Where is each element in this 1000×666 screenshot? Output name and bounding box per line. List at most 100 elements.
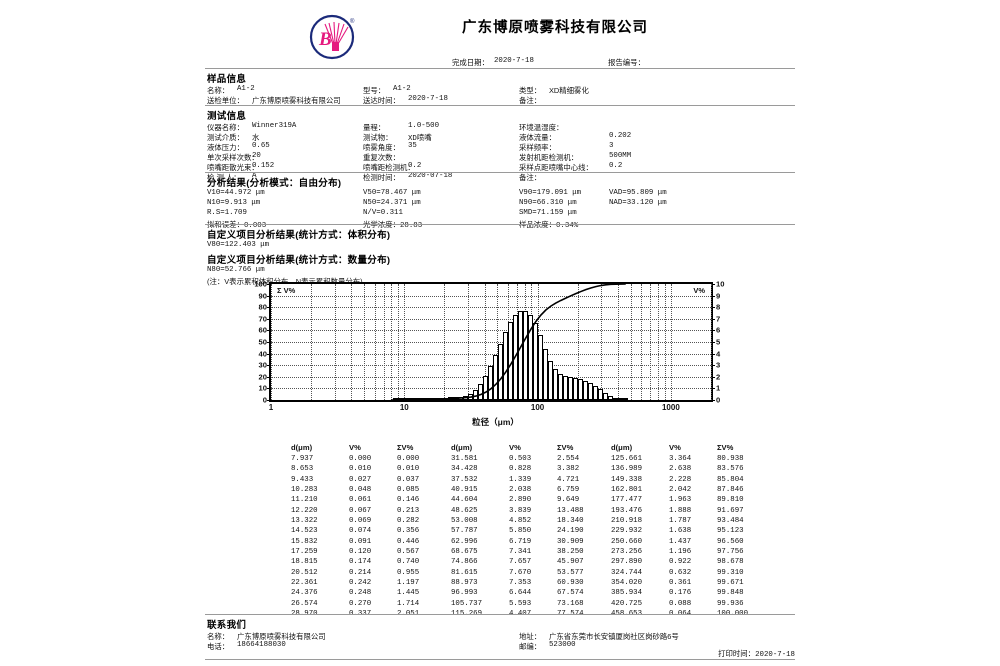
- table-cell-group: 385.934 0.176 99.848: [611, 588, 771, 598]
- chart-gridline-h: [271, 307, 711, 309]
- table-column-group: d(μm) V% ΣV%: [611, 443, 771, 452]
- test-field-value: 0.202: [609, 132, 632, 140]
- sample-model-label: 型号：: [363, 86, 386, 95]
- table-cell-group: 250.660 1.437 96.560: [611, 537, 771, 547]
- table-cell: 0.088: [669, 599, 692, 608]
- chart-bar: [608, 395, 614, 400]
- chart-gridline-v: [601, 284, 603, 400]
- chart-tick-right: [711, 284, 715, 285]
- table-cell: 229.932: [611, 527, 643, 536]
- table-cell: 45.907: [557, 558, 584, 567]
- table-cell-group: 297.890 0.922 98.678: [611, 557, 771, 567]
- chart-ytick-left: 10: [258, 383, 267, 393]
- test-field-value: 0.152: [252, 162, 275, 170]
- table-cell: 4.852: [509, 517, 532, 526]
- table-column-header: ΣV%: [557, 443, 574, 452]
- company-title: 广东博原喷雾科技有限公司: [462, 20, 648, 36]
- chart-bar: [578, 379, 584, 400]
- chart-gridline-v: [617, 284, 619, 400]
- test-field-label: 喷嘴距散光束：: [207, 163, 259, 172]
- chart-gridline-v: [467, 284, 469, 400]
- table-cell: 1.787: [669, 517, 692, 526]
- table-cell: 96.560: [717, 537, 744, 546]
- chart-ytick-left: 90: [258, 291, 267, 301]
- chart-xtick-label: 1: [268, 403, 274, 412]
- chart-minor-tick: [269, 371, 271, 372]
- table-row: 24.376 0.248 1.445 96.993 6.644 67.574 385.934…: [291, 588, 771, 598]
- sample-unit-label: 送检单位：: [207, 96, 244, 105]
- test-field-label: 采样点距喷嘴中心线：: [519, 163, 593, 172]
- chart-gridline-h: [271, 295, 711, 297]
- table-cell: 88.973: [451, 579, 478, 588]
- table-cell: 7.341: [509, 548, 532, 557]
- contact-zip-label: 邮编：: [519, 642, 542, 651]
- test-field-value: 2020-07-18: [408, 172, 453, 180]
- table-column-group: d(μm) V% ΣV%: [451, 443, 611, 452]
- analysis-value: N10=9.913 μm: [207, 199, 261, 207]
- table-cell: 85.804: [717, 475, 744, 484]
- chart-tick-right: [711, 365, 715, 367]
- table-cell: 53.577: [557, 568, 584, 577]
- test-field-label: 测试介质：: [207, 133, 244, 142]
- test-field-value: 20: [252, 152, 261, 160]
- chart-gridline-v: [444, 284, 446, 400]
- test-field-value: XD喷嘴: [408, 135, 432, 143]
- chart-ytick-left: 20: [258, 372, 267, 382]
- table-cell-group: 48.625 3.839 13.488: [451, 506, 611, 516]
- test-field-value: 0.2: [408, 162, 422, 170]
- table-cell: 17.259: [291, 548, 318, 557]
- table-cell-group: 40.915 2.038 6.759: [451, 485, 611, 495]
- table-cell: 67.574: [557, 589, 584, 598]
- chart-ytick-right: 7: [716, 314, 721, 324]
- table-cell: 2.038: [509, 486, 532, 495]
- table-cell: 98.678: [717, 558, 744, 567]
- table-column-header: V%: [669, 443, 681, 452]
- report-number-label: 报告编号：: [608, 58, 645, 67]
- chart-bar: [523, 311, 529, 400]
- table-cell: 8.653: [291, 465, 314, 474]
- table-cell: 81.615: [451, 568, 478, 577]
- svg-text:®: ®: [350, 18, 355, 25]
- test-field-value: 3: [609, 142, 614, 150]
- table-cell: 95.123: [717, 527, 744, 536]
- chart-bar: [498, 343, 504, 400]
- table-row: 18.815 0.174 0.740 74.866 7.657 45.907 297.890…: [291, 557, 771, 567]
- test-field-label: 喷嘴距检测机：: [363, 163, 415, 172]
- sample-name-value: A1-2: [237, 85, 255, 93]
- chart-gridline-v: [391, 284, 393, 400]
- table-cell-group: 68.675 7.341 38.250: [451, 547, 611, 557]
- table-cell: 0.361: [669, 579, 692, 588]
- chart-bar: [613, 397, 619, 400]
- test-field-label: 测试物：: [363, 133, 393, 142]
- contact-address-value: 广东省东莞市长安镇厦岗社区岗砂路6号: [549, 632, 679, 641]
- chart-gridline-v: [364, 284, 366, 400]
- chart-bar: [553, 369, 559, 400]
- sample-unit-value: 广东博原喷雾科技有限公司: [252, 96, 341, 105]
- chart-tick-right: [711, 400, 715, 401]
- chart-bar: [603, 392, 609, 400]
- chart-xtick-label: 10: [399, 403, 409, 412]
- table-cell-group: 12.220 0.067 0.213: [291, 506, 451, 516]
- chart-minor-tick: [269, 301, 271, 303]
- chart-gridline-v: [630, 284, 632, 400]
- chart-bar: [533, 322, 539, 400]
- chart-gridline-v: [664, 284, 666, 400]
- chart-ytick-left: 80: [258, 302, 267, 312]
- test-field-label: 仪器名称：: [207, 123, 244, 132]
- table-cell: 11.210: [291, 496, 318, 505]
- chart-bar: [538, 335, 544, 400]
- divider-footer: [205, 659, 795, 660]
- table-cell: 177.477: [611, 496, 643, 505]
- table-cell: 22.361: [291, 579, 318, 588]
- table-cell: 0.214: [349, 568, 372, 577]
- test-field-value: Winner319A: [252, 122, 297, 130]
- table-cell: 7.657: [509, 558, 532, 567]
- table-cell: 0.242: [349, 579, 372, 588]
- table-cell: 91.697: [717, 506, 744, 515]
- table-row: 20.512 0.214 0.955 81.615 7.670 53.577 324.744…: [291, 568, 771, 578]
- chart-tick-left: [267, 307, 271, 309]
- table-row: 12.220 0.067 0.213 48.625 3.839 13.488 193.476…: [291, 506, 771, 516]
- table-cell: 37.532: [451, 475, 478, 484]
- chart-bar: [558, 374, 564, 400]
